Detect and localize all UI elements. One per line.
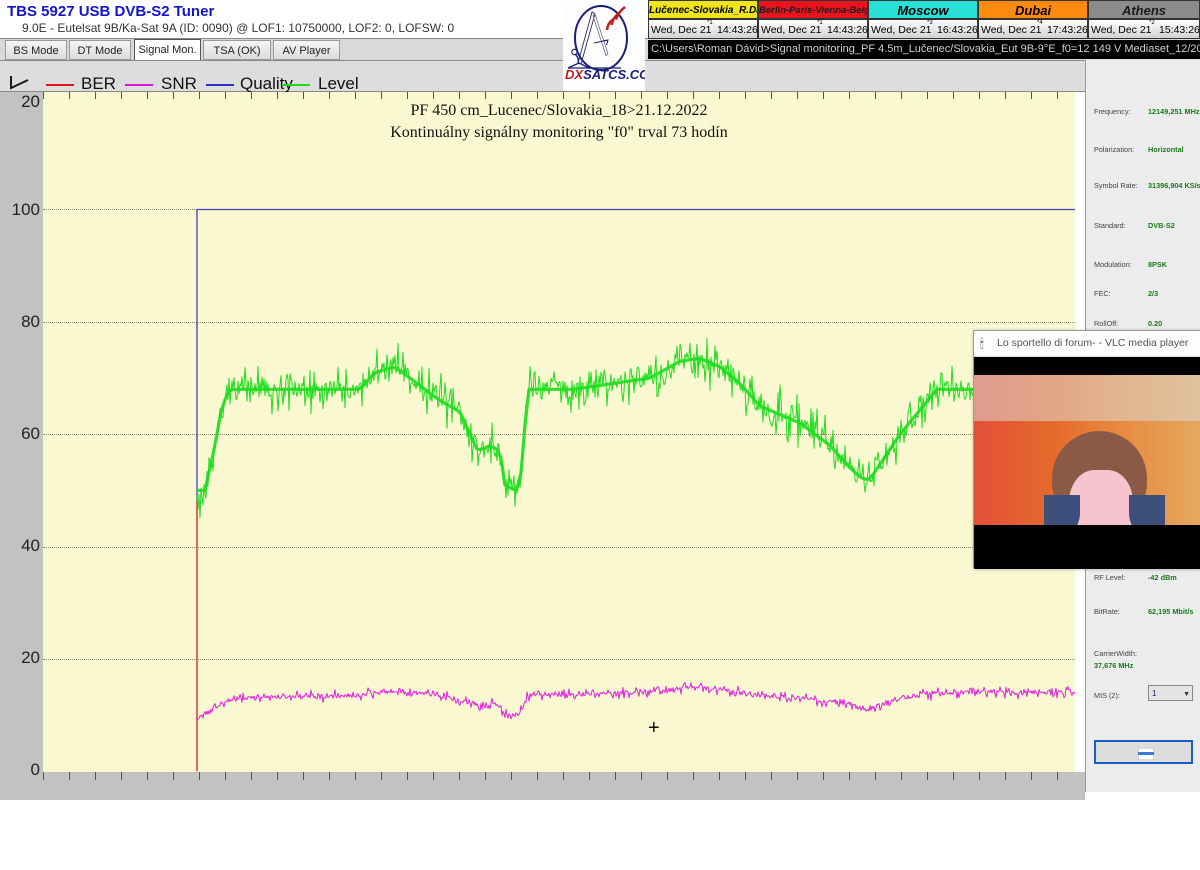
- svg-text:DXSATCS.COM: DXSATCS.COM: [565, 67, 645, 82]
